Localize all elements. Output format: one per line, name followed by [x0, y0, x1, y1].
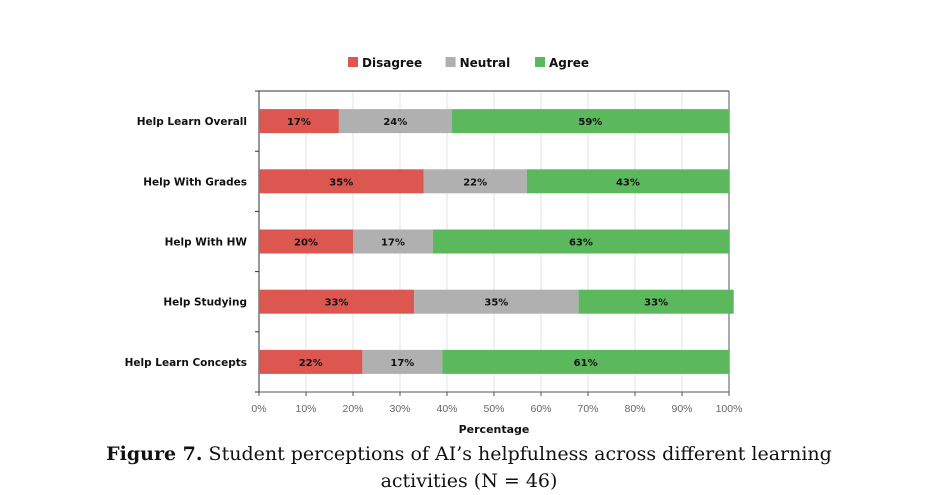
- bar-agree: [578, 289, 734, 314]
- x-tick-label: 0%: [251, 403, 266, 415]
- category-label: Help With Grades: [143, 176, 247, 188]
- data-label: 24%: [383, 117, 407, 128]
- data-label: 59%: [578, 117, 602, 128]
- data-label: 43%: [616, 177, 640, 188]
- bar-agree: [432, 229, 729, 254]
- data-label: 22%: [299, 358, 323, 369]
- legend-swatch-agree: [535, 57, 545, 67]
- bar-disagree: [259, 349, 363, 374]
- x-axis-title: Percentage: [459, 423, 530, 436]
- bar-neutral: [362, 349, 443, 374]
- data-label: 22%: [463, 177, 487, 188]
- data-label: 33%: [644, 298, 668, 309]
- figure-caption: Figure 7. Student perceptions of AI’s he…: [0, 441, 938, 468]
- x-tick-label: 30%: [389, 403, 410, 415]
- x-tick-label: 60%: [530, 403, 551, 415]
- category-label: Help With HW: [165, 237, 248, 249]
- bar-disagree: [259, 289, 415, 314]
- x-tick-label: 90%: [671, 403, 692, 415]
- bar-agree: [526, 169, 729, 194]
- x-tick-label: 80%: [624, 403, 645, 415]
- x-tick-label: 40%: [436, 403, 457, 415]
- data-label: 17%: [287, 117, 311, 128]
- data-label: 35%: [329, 177, 353, 188]
- caption-text-1: Student perceptions of AI’s helpfulness …: [202, 443, 832, 465]
- legend-label: Disagree: [362, 56, 422, 70]
- bar-agree: [451, 109, 729, 134]
- data-label: 17%: [390, 358, 414, 369]
- legend-label: Agree: [549, 56, 589, 70]
- x-tick-label: 20%: [342, 403, 363, 415]
- stacked-bar-chart: 0% 10% 20% 30% 40% 50% 60% 70% 80% 90% 100% Help Le…: [125, 56, 743, 436]
- legend-label: Neutral: [460, 56, 511, 70]
- data-label: 17%: [381, 238, 405, 249]
- legend-swatch-neutral: [445, 57, 456, 67]
- x-tick-label: 50%: [483, 403, 504, 415]
- x-tick-label: 10%: [295, 403, 316, 415]
- category-label: Help Learn Overall: [137, 116, 247, 128]
- figure-label: Figure 7.: [106, 443, 203, 465]
- bar-agree: [442, 349, 729, 374]
- bar-disagree: [259, 109, 339, 134]
- caption-text-2: activities (N = 46): [380, 470, 558, 492]
- data-label: 63%: [569, 238, 593, 249]
- data-label: 61%: [574, 358, 598, 369]
- data-label: 20%: [294, 238, 318, 249]
- x-tick-label: 70%: [577, 403, 598, 415]
- legend-swatch-disagree: [348, 57, 358, 67]
- bar-neutral: [423, 169, 527, 194]
- bar-disagree: [259, 229, 353, 254]
- x-tick-label: 100%: [716, 403, 743, 415]
- bar-disagree: [259, 169, 424, 194]
- bar-neutral: [338, 109, 452, 134]
- category-label: Help Studying: [163, 297, 247, 309]
- category-label: Help Learn Concepts: [125, 357, 247, 369]
- bar-neutral: [353, 229, 433, 254]
- data-label: 33%: [325, 298, 349, 309]
- bar-neutral: [414, 289, 579, 314]
- data-label: 35%: [484, 298, 508, 309]
